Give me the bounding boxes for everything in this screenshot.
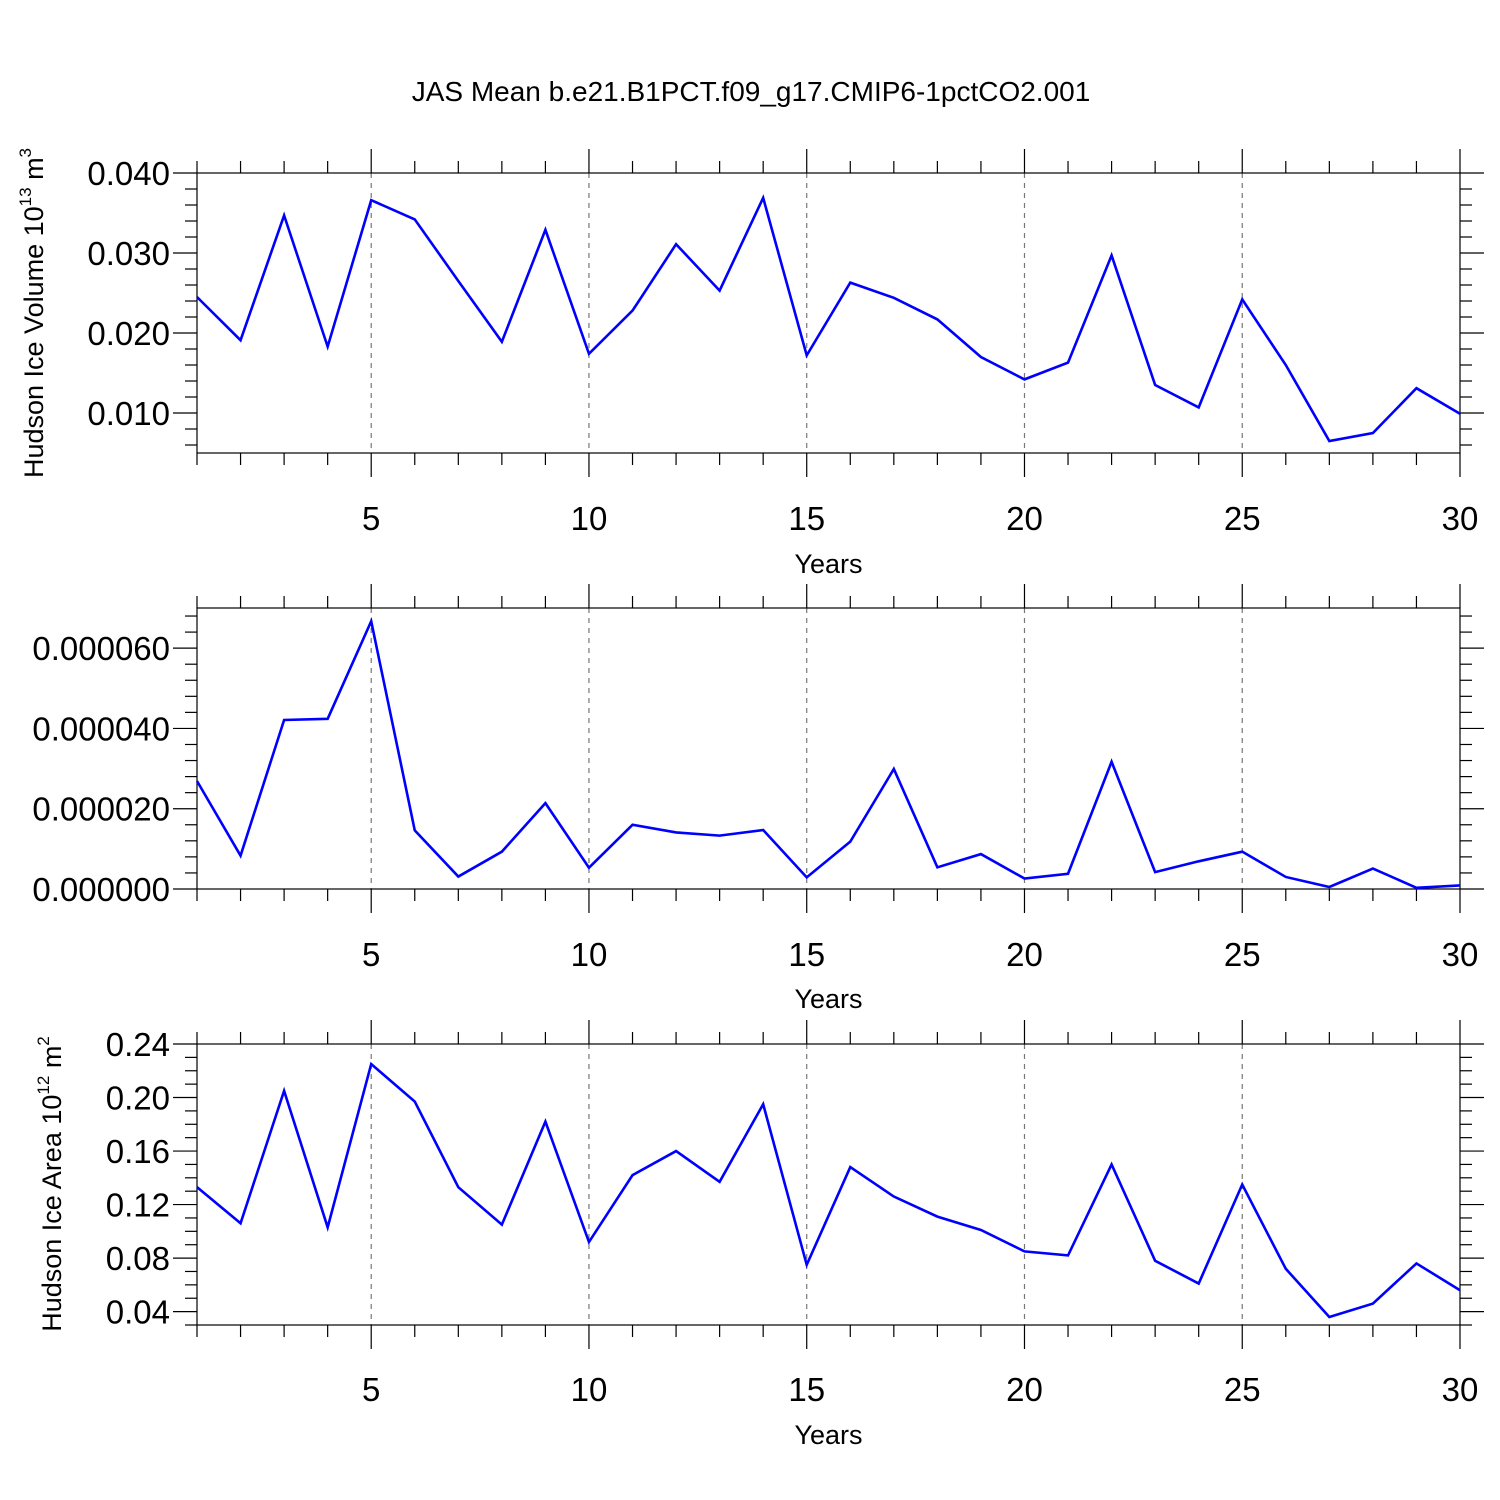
x-tick-label: 25 bbox=[1224, 936, 1261, 973]
y-tick-label: 0.08 bbox=[106, 1240, 170, 1277]
y-tick-label: 0.000000 bbox=[32, 871, 170, 908]
x-tick-label: 30 bbox=[1442, 1371, 1479, 1408]
chart-panel-3: 5 10 15 20 25 30 0.04 0.08 0.12 0.16 0.20 0.24 Years… bbox=[34, 1020, 1484, 1450]
plot-frame bbox=[196, 172, 1461, 454]
x-tick-label: 30 bbox=[1442, 500, 1479, 537]
plot-frame bbox=[196, 607, 1461, 890]
y-tick-label: 0.010 bbox=[87, 395, 170, 432]
x-tick-label: 15 bbox=[788, 936, 825, 973]
y-axis-label: Hudson Ice Area 1012 m2 bbox=[34, 1036, 67, 1332]
x-tick-label: 20 bbox=[1006, 1371, 1043, 1408]
series-line bbox=[196, 194, 1461, 443]
y-tick-label: 0.24 bbox=[106, 1026, 170, 1063]
y-tick-label: 0.000060 bbox=[32, 630, 170, 667]
y-tick-label: 0.000040 bbox=[32, 710, 170, 747]
x-axis-label: Years bbox=[794, 984, 862, 1014]
y-tick-label: 0.030 bbox=[87, 235, 170, 272]
x-tick-label: 20 bbox=[1006, 500, 1043, 537]
x-tick-label: 30 bbox=[1442, 936, 1479, 973]
panels: 5 10 15 20 25 30 0.010 0.020 0.030 0.040 Years Huds… bbox=[16, 148, 1484, 1450]
x-axis-label: Years bbox=[794, 1420, 862, 1450]
x-tick-label: 10 bbox=[571, 1371, 608, 1408]
figure-title: JAS Mean b.e21.B1PCT.f09_g17.CMIP6-1pctC… bbox=[412, 76, 1091, 107]
y-tick-label: 0.12 bbox=[106, 1187, 170, 1224]
y-tick-label: 0.16 bbox=[106, 1133, 170, 1170]
y-tick-label: 0.020 bbox=[87, 315, 170, 352]
x-tick-label: 10 bbox=[571, 500, 608, 537]
series-line bbox=[196, 1061, 1461, 1319]
x-tick-label: 5 bbox=[362, 1371, 380, 1408]
x-tick-label: 25 bbox=[1224, 500, 1261, 537]
series-line bbox=[195, 617, 1461, 890]
y-tick-label: 0.040 bbox=[87, 155, 170, 192]
chart-panel-2: 5 10 15 20 25 30 0.000000 0.000020 0.000040 0.000… bbox=[32, 584, 1484, 1014]
x-tick-label: 5 bbox=[362, 500, 380, 537]
x-axis-label: Years bbox=[794, 549, 862, 579]
y-tick-label: 0.000020 bbox=[32, 791, 170, 828]
y-tick-label: 0.20 bbox=[106, 1080, 170, 1117]
x-tick-label: 25 bbox=[1224, 1371, 1261, 1408]
plot-frame bbox=[196, 1043, 1461, 1326]
x-tick-label: 20 bbox=[1006, 936, 1043, 973]
x-tick-label: 15 bbox=[788, 500, 825, 537]
chart-panel-1: 5 10 15 20 25 30 0.010 0.020 0.030 0.040 Years Huds… bbox=[16, 148, 1484, 579]
x-tick-label: 15 bbox=[788, 1371, 825, 1408]
y-tick-label: 0.04 bbox=[106, 1294, 170, 1331]
x-tick-label: 10 bbox=[571, 936, 608, 973]
x-tick-label: 5 bbox=[362, 936, 380, 973]
y-axis-label: Hudson Ice Volume 1013 m3 bbox=[16, 148, 49, 478]
